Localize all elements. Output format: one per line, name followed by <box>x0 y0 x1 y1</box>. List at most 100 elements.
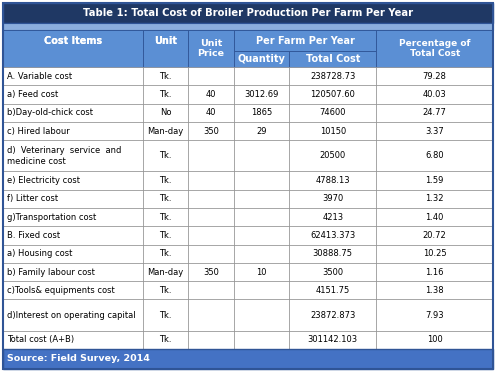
Text: Source: Field Survey, 2014: Source: Field Survey, 2014 <box>7 355 150 363</box>
Bar <box>234 51 289 67</box>
Bar <box>289 281 376 299</box>
Bar <box>376 171 493 190</box>
Bar <box>3 299 143 331</box>
Bar <box>289 171 376 190</box>
Text: 4788.13: 4788.13 <box>315 176 350 185</box>
Text: 301142.103: 301142.103 <box>308 335 358 344</box>
Bar <box>289 51 376 67</box>
Text: Tk.: Tk. <box>159 176 172 185</box>
Bar <box>234 122 289 140</box>
Bar <box>3 281 143 299</box>
Bar <box>376 31 493 51</box>
Text: Tk.: Tk. <box>159 72 172 81</box>
Bar <box>289 263 376 281</box>
Bar <box>289 226 376 244</box>
Text: Unit: Unit <box>154 35 177 45</box>
Text: 1.38: 1.38 <box>426 286 444 295</box>
Text: g)Transportation cost: g)Transportation cost <box>7 213 96 222</box>
Bar <box>3 85 143 104</box>
Bar <box>234 140 289 171</box>
Text: Cost Items: Cost Items <box>44 35 102 45</box>
Bar <box>289 104 376 122</box>
Bar <box>143 171 188 190</box>
Bar <box>3 67 143 85</box>
Bar <box>376 67 493 85</box>
Bar <box>234 263 289 281</box>
Bar <box>143 140 188 171</box>
Text: 1.16: 1.16 <box>426 267 444 276</box>
Text: Tk.: Tk. <box>159 231 172 240</box>
Bar <box>234 208 289 226</box>
Text: a) Housing cost: a) Housing cost <box>7 249 72 258</box>
Bar <box>289 85 376 104</box>
Bar <box>289 140 376 171</box>
Bar <box>188 171 234 190</box>
Bar <box>188 140 234 171</box>
Text: 40: 40 <box>206 108 216 117</box>
Bar <box>3 3 493 23</box>
Text: 10: 10 <box>256 267 267 276</box>
Bar <box>376 122 493 140</box>
Text: Cost Items: Cost Items <box>44 35 102 45</box>
Bar <box>376 208 493 226</box>
Bar <box>143 31 188 51</box>
Text: B. Fixed cost: B. Fixed cost <box>7 231 60 240</box>
Text: 30888.75: 30888.75 <box>313 249 353 258</box>
Bar <box>188 244 234 263</box>
Text: f) Litter cost: f) Litter cost <box>7 194 58 203</box>
Text: 120507.60: 120507.60 <box>310 90 355 99</box>
Bar <box>234 31 376 51</box>
Bar <box>234 244 289 263</box>
Text: Tk.: Tk. <box>159 249 172 258</box>
Text: d)Interest on operating capital: d)Interest on operating capital <box>7 311 135 320</box>
Text: d)  Veterinary  service  and
medicine cost: d) Veterinary service and medicine cost <box>7 146 122 166</box>
Text: Percentage of
Total Cost: Percentage of Total Cost <box>399 39 470 58</box>
Bar <box>3 208 143 226</box>
Text: 3970: 3970 <box>322 194 343 203</box>
Text: Tk.: Tk. <box>159 151 172 160</box>
Bar <box>376 104 493 122</box>
Text: 1.40: 1.40 <box>426 213 444 222</box>
Text: Per Farm Per Year: Per Farm Per Year <box>255 35 355 45</box>
Bar <box>3 31 143 67</box>
Text: No: No <box>160 108 171 117</box>
Bar <box>188 122 234 140</box>
Text: 79.28: 79.28 <box>423 72 446 81</box>
Text: 1.59: 1.59 <box>426 176 444 185</box>
Bar <box>3 244 143 263</box>
Text: 4213: 4213 <box>322 213 343 222</box>
Bar <box>376 281 493 299</box>
Text: 62413.373: 62413.373 <box>310 231 356 240</box>
Bar <box>289 299 376 331</box>
Text: 3500: 3500 <box>322 267 343 276</box>
Bar <box>234 331 289 349</box>
Text: 350: 350 <box>203 267 219 276</box>
Text: Unit: Unit <box>154 35 177 45</box>
Bar <box>143 104 188 122</box>
Text: 40: 40 <box>206 90 216 99</box>
Bar <box>3 31 143 51</box>
Bar <box>3 104 143 122</box>
Bar <box>234 299 289 331</box>
Text: Man-day: Man-day <box>147 126 184 136</box>
Text: Tk.: Tk. <box>159 90 172 99</box>
Text: Total cost (A+B): Total cost (A+B) <box>7 335 74 344</box>
Bar <box>289 31 376 51</box>
Bar <box>376 190 493 208</box>
Bar <box>3 331 143 349</box>
Bar <box>376 226 493 244</box>
Text: 7.93: 7.93 <box>426 311 444 320</box>
Bar <box>234 171 289 190</box>
Bar <box>234 104 289 122</box>
Bar <box>188 67 234 85</box>
Text: 1.32: 1.32 <box>426 194 444 203</box>
Bar <box>143 85 188 104</box>
Bar <box>143 208 188 226</box>
Bar <box>234 85 289 104</box>
Text: Tk.: Tk. <box>159 311 172 320</box>
Text: 238728.73: 238728.73 <box>310 72 356 81</box>
Bar <box>188 85 234 104</box>
Text: e) Electricity cost: e) Electricity cost <box>7 176 80 185</box>
Text: 100: 100 <box>427 335 442 344</box>
Bar <box>3 122 143 140</box>
